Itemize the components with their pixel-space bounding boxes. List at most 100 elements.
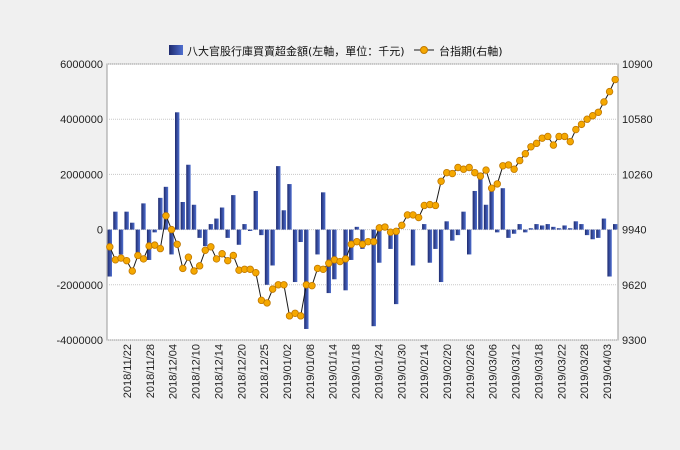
bar-15 [191, 204, 197, 230]
bar-66 [478, 174, 483, 230]
plot-area [106, 63, 619, 341]
bar-16 [197, 229, 202, 238]
line-point-52 [398, 221, 406, 229]
line-point-19 [212, 255, 221, 263]
line-point-87 [594, 108, 603, 116]
x-tick-label: 2019/04/03 [602, 344, 614, 399]
line-point-9 [156, 244, 165, 253]
line-point-6 [139, 255, 148, 263]
line-point-74 [521, 149, 530, 158]
bar-80 [556, 228, 562, 230]
bar-33 [292, 229, 298, 283]
bar-57 [427, 229, 433, 263]
line-point-15 [190, 267, 198, 275]
line-point-71 [504, 161, 513, 169]
left-tick-label: 6000000 [60, 59, 103, 71]
line-point-89 [605, 87, 614, 96]
line-point-0 [106, 243, 114, 251]
bar-60 [444, 221, 449, 230]
bar-54 [410, 229, 416, 266]
line-point-12 [173, 240, 181, 248]
line-point-59 [437, 177, 445, 185]
bar-34 [298, 229, 303, 243]
line-point-66 [476, 172, 485, 180]
line-point-61 [448, 169, 457, 178]
x-axis-ticks: 2018/11/22 2018/11/28 2018/12/04 2018/12/10… [122, 344, 614, 399]
bar-0 [107, 229, 112, 277]
line-point-55 [414, 213, 423, 222]
bar-90 [613, 224, 618, 230]
line-point-20 [218, 250, 226, 258]
bar-22 [231, 195, 236, 230]
line-point-5 [134, 251, 142, 260]
bar-48 [377, 229, 382, 263]
line-point-25 [246, 265, 254, 273]
line-point-29 [268, 285, 277, 293]
x-tick-label: 2018/11/28 [145, 344, 157, 398]
line-point-68 [487, 184, 496, 192]
line-point-69 [493, 180, 501, 188]
bar-44 [354, 226, 360, 230]
bar-84 [579, 224, 584, 230]
line-point-82 [566, 137, 574, 146]
line-point-65 [471, 168, 479, 177]
bar-65 [472, 190, 477, 230]
bar-59 [438, 229, 444, 283]
x-tick-label: 2019/02/26 [465, 344, 477, 399]
x-tick-label: 2018/12/20 [236, 344, 248, 399]
bar-45 [360, 229, 365, 249]
line-point-51 [392, 227, 400, 236]
x-tick-label: 2019/03/12 [511, 344, 523, 399]
bar-10 [163, 186, 169, 230]
left-tick-label: 4000000 [60, 114, 103, 126]
bar-63 [461, 211, 466, 230]
bar-51 [394, 229, 399, 305]
x-tick-label: 2018/12/14 [213, 344, 225, 399]
bar-11 [169, 229, 174, 255]
line-point-85 [583, 115, 591, 123]
bar-20 [219, 207, 225, 230]
left-tick-label: -2000000 [57, 280, 104, 292]
bar-85 [584, 229, 590, 236]
bar-24 [242, 224, 247, 230]
line-point-39 [325, 259, 333, 267]
bar-9 [158, 197, 163, 230]
line-point-47 [370, 237, 378, 246]
line-point-58 [431, 201, 440, 210]
bar-12 [175, 112, 180, 230]
legend-line-marker [420, 46, 428, 54]
x-tick-label: 2019/03/28 [579, 344, 591, 399]
line-point-90 [611, 75, 619, 84]
bar-71 [506, 229, 511, 238]
bar-73 [517, 224, 522, 230]
bar-38 [321, 192, 326, 230]
line-point-22 [229, 251, 238, 260]
line-point-3 [122, 256, 131, 265]
bar-26 [253, 190, 258, 230]
line-point-72 [510, 165, 518, 173]
bar-88 [601, 218, 607, 230]
line-point-81 [560, 132, 569, 141]
line-point-16 [195, 262, 204, 270]
bar-2 [118, 229, 124, 255]
line-point-8 [151, 241, 159, 249]
x-tick-label: 2019/01/08 [305, 344, 317, 399]
right-tick-label: 10900 [622, 59, 653, 71]
bar-79 [551, 226, 556, 230]
bar-13 [180, 202, 185, 230]
line-point-38 [319, 265, 327, 273]
bar-8 [152, 229, 157, 233]
x-tick-label: 2019/03/18 [533, 344, 545, 399]
bar-4 [130, 222, 135, 230]
line-point-13 [179, 264, 187, 273]
bar-78 [545, 224, 550, 230]
x-tick-label: 2018/12/10 [191, 344, 203, 399]
line-point-36 [308, 281, 316, 290]
line-point-21 [224, 256, 232, 265]
line-point-42 [341, 255, 350, 263]
right-tick-label: 9940 [622, 225, 646, 237]
left-axis-ticks: 6000000 4000000 2000000 0 -2000000 -4000000 [57, 59, 104, 347]
x-tick-label: 2019/03/22 [556, 344, 568, 399]
line-point-31 [280, 281, 288, 289]
